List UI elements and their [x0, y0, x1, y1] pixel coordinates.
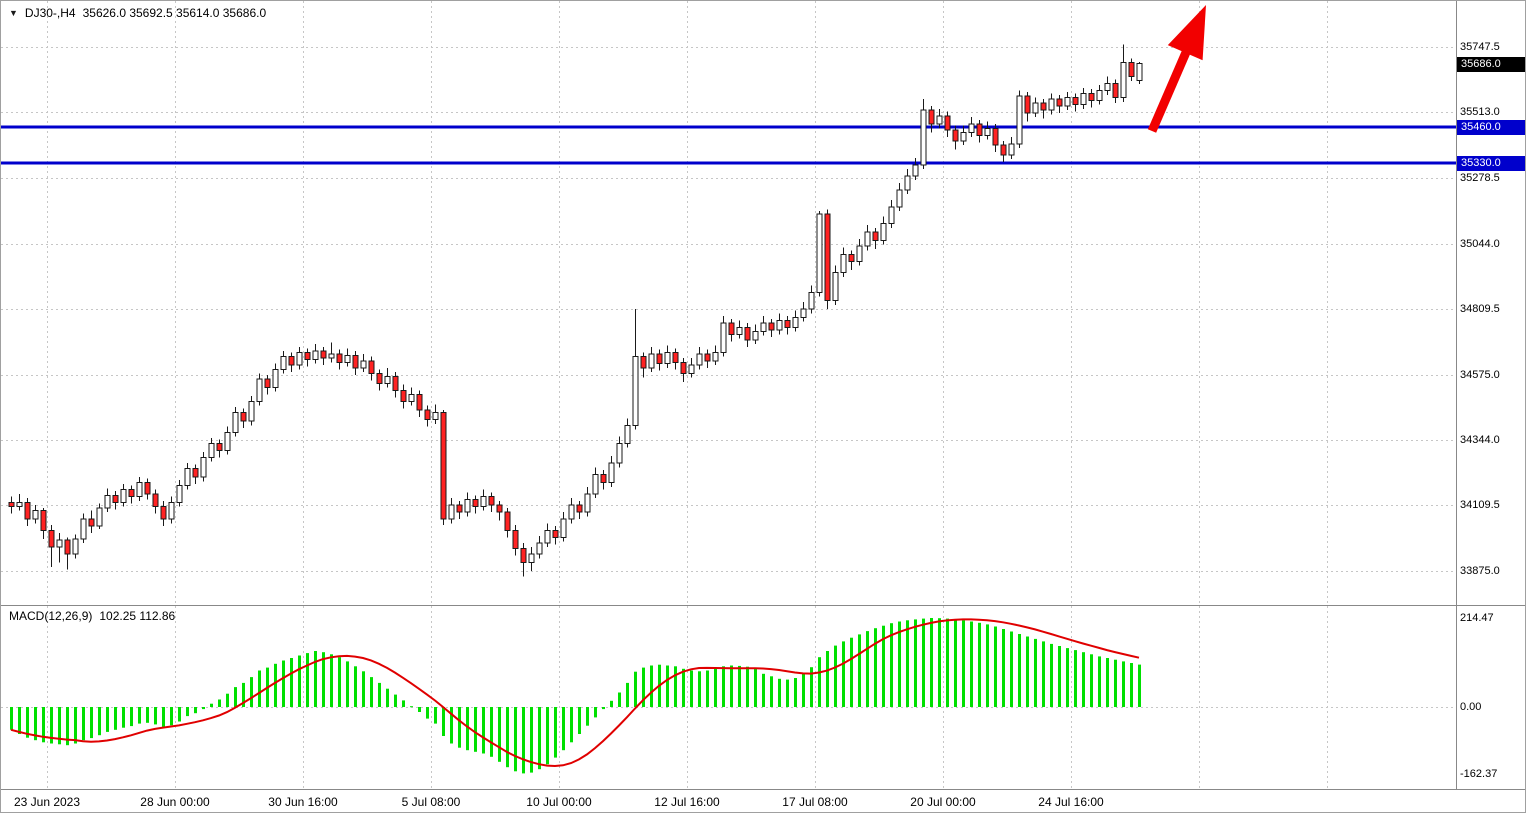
- time-axis-label: 30 Jun 16:00: [268, 795, 338, 809]
- price-tick-label: 33875.0: [1460, 565, 1500, 577]
- price-tick-label: 35044.0: [1460, 238, 1500, 250]
- symbol-timeframe-label: DJ30-,H4: [24, 6, 76, 20]
- chart-header: ▼ DJ30-,H4 35626.0 35692.5 35614.0 35686…: [9, 6, 266, 20]
- macd-axis-max-label: 214.47: [1460, 612, 1494, 624]
- horizontal-level-lines[interactable]: [1, 125, 1456, 165]
- time-axis-label: 20 Jul 00:00: [910, 795, 976, 809]
- price-tick-label: 35747.5: [1460, 41, 1500, 53]
- panel-separators[interactable]: [1, 1, 1526, 790]
- price-tick-label: 35513.0: [1460, 106, 1500, 118]
- time-axis-label: 23 Jun 2023: [13, 795, 81, 809]
- time-axis-label: 17 Jul 08:00: [782, 795, 848, 809]
- price-tick-label: 34344.0: [1460, 434, 1500, 446]
- macd-indicator-label: MACD(12,26,9) 102.25 112.86: [9, 609, 175, 623]
- candles: [8, 44, 1143, 577]
- price-tick-label: 34809.5: [1460, 303, 1500, 315]
- support-level-badge: 35330.0: [1457, 156, 1525, 171]
- time-axis-label: 12 Jul 16:00: [654, 795, 720, 809]
- price-tick-label: 34575.0: [1460, 369, 1500, 381]
- resistance-level-badge: 35460.0: [1457, 120, 1525, 135]
- time-axis-label: 5 Jul 08:00: [401, 795, 461, 809]
- time-axis-label: 10 Jul 00:00: [526, 795, 592, 809]
- chart-grid: [1, 1, 1456, 789]
- chart-menu-icon[interactable]: ▼: [9, 8, 18, 18]
- trend-arrow-annotation[interactable]: [1147, 5, 1206, 133]
- macd-values: 102.25 112.86: [99, 609, 176, 623]
- price-tick-label: 35278.5: [1460, 172, 1500, 184]
- price-tick-label: 34109.5: [1460, 499, 1500, 511]
- macd-histogram: [10, 618, 1141, 774]
- current-price-badge: 35686.0: [1457, 57, 1525, 72]
- time-axis-label: 28 Jun 00:00: [140, 795, 210, 809]
- ohlc-values: 35626.0 35692.5 35614.0 35686.0: [82, 6, 267, 20]
- macd-name: MACD(12,26,9): [9, 609, 93, 623]
- time-axis-label: 24 Jul 16:00: [1038, 795, 1104, 809]
- macd-axis-min-label: -162.37: [1460, 768, 1498, 780]
- macd-signal-line: [10, 618, 1140, 768]
- macd-axis-zero-label: 0.00: [1460, 701, 1482, 713]
